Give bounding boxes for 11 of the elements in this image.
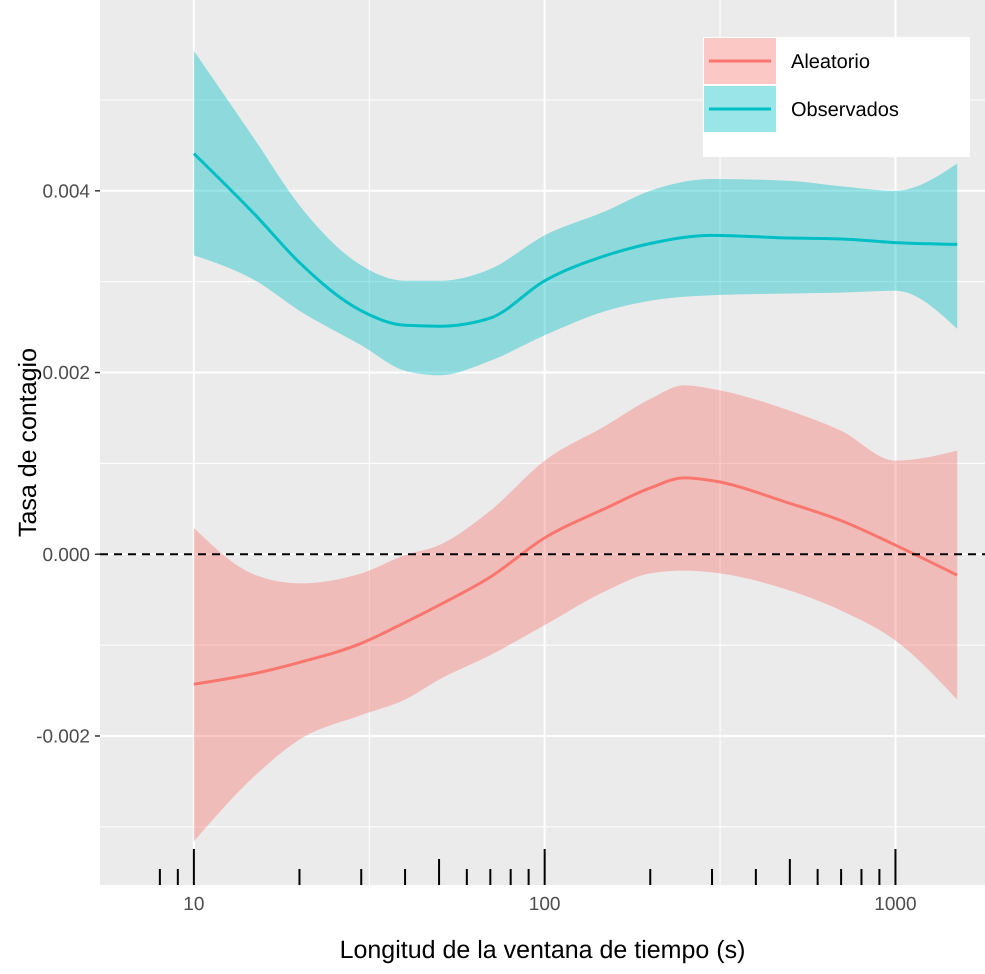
x-tick-label: 1000 <box>874 894 917 915</box>
legend-label: Observados <box>791 99 899 121</box>
y-tick-label: -0.002 <box>36 726 90 748</box>
x-tick-label: 100 <box>528 894 561 915</box>
x-axis-title: Longitud de la ventana de tiempo (s) <box>340 936 746 964</box>
x-tick-label: 10 <box>183 894 204 915</box>
legend-label: Aleatorio <box>791 51 870 73</box>
y-axis-title: Tasa de contagio <box>14 348 42 538</box>
y-tick-label: 0.000 <box>42 544 90 566</box>
y-tick-label: 0.002 <box>42 363 90 384</box>
y-tick-label: 0.004 <box>42 181 90 202</box>
